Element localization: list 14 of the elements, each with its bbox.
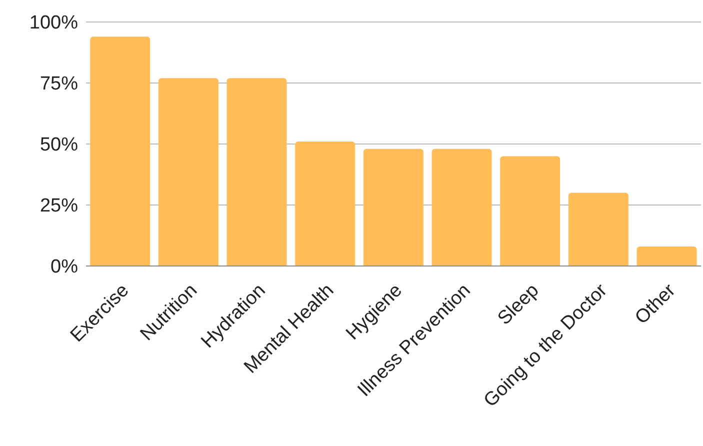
bar: [500, 156, 560, 266]
bar: [568, 192, 628, 266]
bar: [158, 78, 218, 266]
bar: [636, 246, 697, 266]
bar: [90, 36, 150, 266]
bar: [432, 148, 492, 266]
y-tick-label: 50%: [40, 134, 78, 156]
bar: [226, 78, 287, 266]
y-tick-label: 25%: [40, 196, 78, 217]
y-tick-label: 100%: [29, 12, 78, 34]
y-tick-label: 75%: [40, 74, 78, 95]
bar: [295, 142, 356, 266]
y-tick-label: 0%: [50, 256, 78, 278]
bar: [363, 148, 424, 266]
